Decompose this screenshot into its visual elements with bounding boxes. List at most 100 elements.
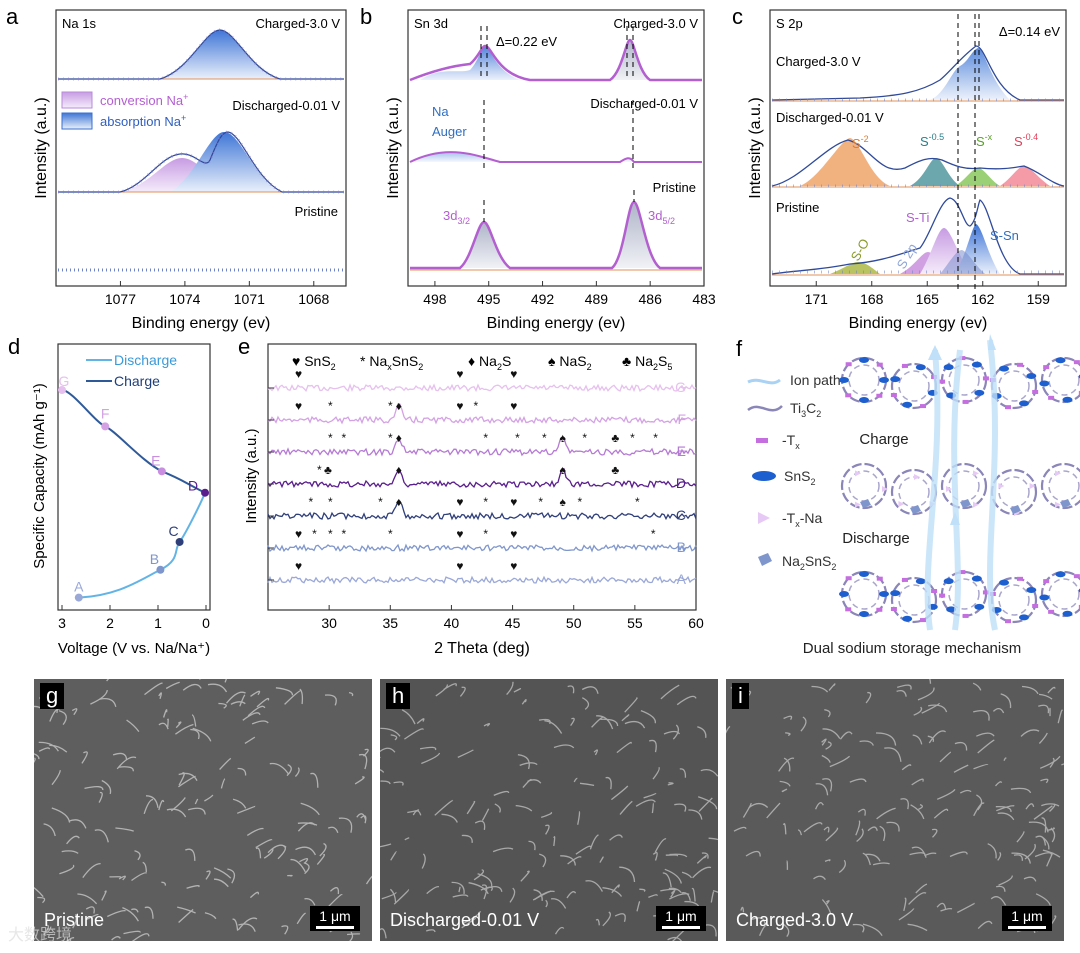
sem-flake-0-114 <box>365 875 372 885</box>
tx-dot-0-4-2 <box>1073 360 1080 365</box>
tx-dot-2-2-2 <box>959 570 966 575</box>
auger-label-1: Na <box>432 104 449 119</box>
sem-flake-0-84 <box>348 691 354 697</box>
sem-flake-0-41 <box>327 826 339 834</box>
sns2-dot-2-4-0 <box>1062 610 1073 617</box>
sem-flake-2-80 <box>838 859 846 874</box>
xrd-marker-30: ♦ <box>396 495 402 509</box>
sem-flake-2-101 <box>742 802 752 818</box>
sem-flake-0-21 <box>34 887 44 898</box>
sem-flake-0-119 <box>225 691 246 704</box>
sem-condition-g: Pristine <box>44 910 105 930</box>
xrd-marker-1: ♥ <box>456 367 463 381</box>
sem-flake-2-147 <box>928 730 946 744</box>
sns2-dot-2-3-3 <box>1026 587 1037 593</box>
sem-flake-0-49 <box>98 791 103 803</box>
pattern-label-B: B <box>677 539 686 555</box>
sem-flake-1-78 <box>435 684 448 697</box>
tx-icon <box>756 438 768 443</box>
sem-flake-0-135 <box>356 813 367 820</box>
sem-flake-0-125 <box>145 795 159 808</box>
sem-flake-2-23 <box>783 757 791 772</box>
sns2-dot-0-1-2 <box>890 376 901 383</box>
sem-flake-0-44 <box>194 798 199 805</box>
sem-flake-1-72 <box>554 926 565 935</box>
peak-label-3d32: 3d3/2 <box>443 208 470 226</box>
tx-dot-2-1-0 <box>920 618 927 623</box>
ylabel-a: Intensity (a.u.) <box>33 97 50 198</box>
pattern-A <box>267 575 697 585</box>
sem-flake-2-117 <box>1039 755 1061 769</box>
xrd-marker-18: * <box>582 431 587 445</box>
sem-flake-2-2 <box>815 783 829 796</box>
legend-e-item-1: * NaxSnS2 <box>360 353 423 372</box>
sem-flake-1-98 <box>660 888 677 892</box>
sem-flake-1-108 <box>461 834 473 843</box>
sem-flake-2-123 <box>1040 778 1049 784</box>
point-E <box>157 467 166 476</box>
e-tick-label-0: 30 <box>321 615 337 631</box>
ring-inner-1-3 <box>998 476 1030 508</box>
sem-flake-1-77 <box>681 891 691 901</box>
sem-flake-0-94 <box>106 679 110 682</box>
sem-flake-0-33 <box>300 802 320 816</box>
caption-f: Dual sodium storage mechanism <box>803 640 1021 657</box>
sem-flake-1-70 <box>393 781 404 786</box>
tx-dot-2-4-1 <box>1043 579 1050 584</box>
sns2-dot-2-3-2 <box>999 579 1009 586</box>
sem-flake-0-30 <box>123 930 141 935</box>
sem-flake-1-13 <box>589 834 599 850</box>
na2sns2-dot-1 <box>910 505 921 514</box>
sem-flake-1-33 <box>676 695 697 706</box>
sem-flake-2-122 <box>973 709 990 721</box>
sem-flake-1-69 <box>585 880 603 892</box>
sem-flake-2-94 <box>733 826 747 832</box>
comp-label-s-o: S-O <box>848 236 873 264</box>
sem-flake-1-93 <box>636 901 641 912</box>
sem-flake-2-130 <box>973 802 985 817</box>
sem-flake-2-70 <box>931 828 938 838</box>
sem-flake-0-20 <box>131 908 139 913</box>
fit-c-discharged <box>771 139 1065 187</box>
sem-flake-1-47 <box>560 855 576 866</box>
sem-flake-2-105 <box>1038 732 1048 744</box>
sem-flake-1-31 <box>468 882 489 895</box>
tx-dot-0-4-3 <box>1078 390 1080 395</box>
sem-flake-2-21 <box>912 734 923 745</box>
sem-flake-0-137 <box>358 753 368 770</box>
txna-dot-1-3-1 <box>998 483 1005 489</box>
e-tick-label-4: 50 <box>566 615 582 631</box>
sem-flake-0-7 <box>161 881 167 886</box>
sem-flake-2-54 <box>976 732 995 737</box>
sem-flake-1-8 <box>426 886 440 895</box>
point-label-D: D <box>188 478 198 494</box>
sem-flake-2-138 <box>886 821 900 832</box>
sem-flake-0-128 <box>250 690 261 697</box>
xrd-marker-43: ♥ <box>456 527 463 541</box>
scale-bar-h: 1 μm <box>656 906 706 931</box>
sns2-dot-0-1-3 <box>915 364 926 371</box>
sem-flake-0-113 <box>178 772 185 786</box>
xlabel-c: Binding energy (ev) <box>849 315 988 332</box>
txna-dot-1-0-2 <box>855 470 861 477</box>
sem-flake-1-136 <box>412 810 422 816</box>
sem-flake-2-119 <box>977 739 995 754</box>
sem-flake-0-66 <box>275 687 294 696</box>
na2sns2-icon <box>758 553 772 566</box>
sem-flake-2-107 <box>1038 693 1053 700</box>
state-discharge: Discharge <box>842 530 910 547</box>
sem-flake-0-99 <box>204 794 214 802</box>
sem-flake-2-142 <box>1049 803 1056 812</box>
sem-flake-1-88 <box>459 686 466 697</box>
xrd-marker-24: ♦ <box>396 463 402 477</box>
sem-flake-1-38 <box>509 887 516 903</box>
panel-letter-f: f <box>736 336 743 361</box>
xlabel-a: Binding energy (ev) <box>132 315 271 332</box>
sem-flake-2-97 <box>976 794 983 811</box>
peak-b-pristine-2 <box>612 202 660 268</box>
peak-c-s-2 <box>800 138 890 186</box>
ring-inner-0-0 <box>848 364 880 396</box>
sem-flake-0-118 <box>232 798 247 809</box>
sem-flake-0-43 <box>188 807 206 815</box>
